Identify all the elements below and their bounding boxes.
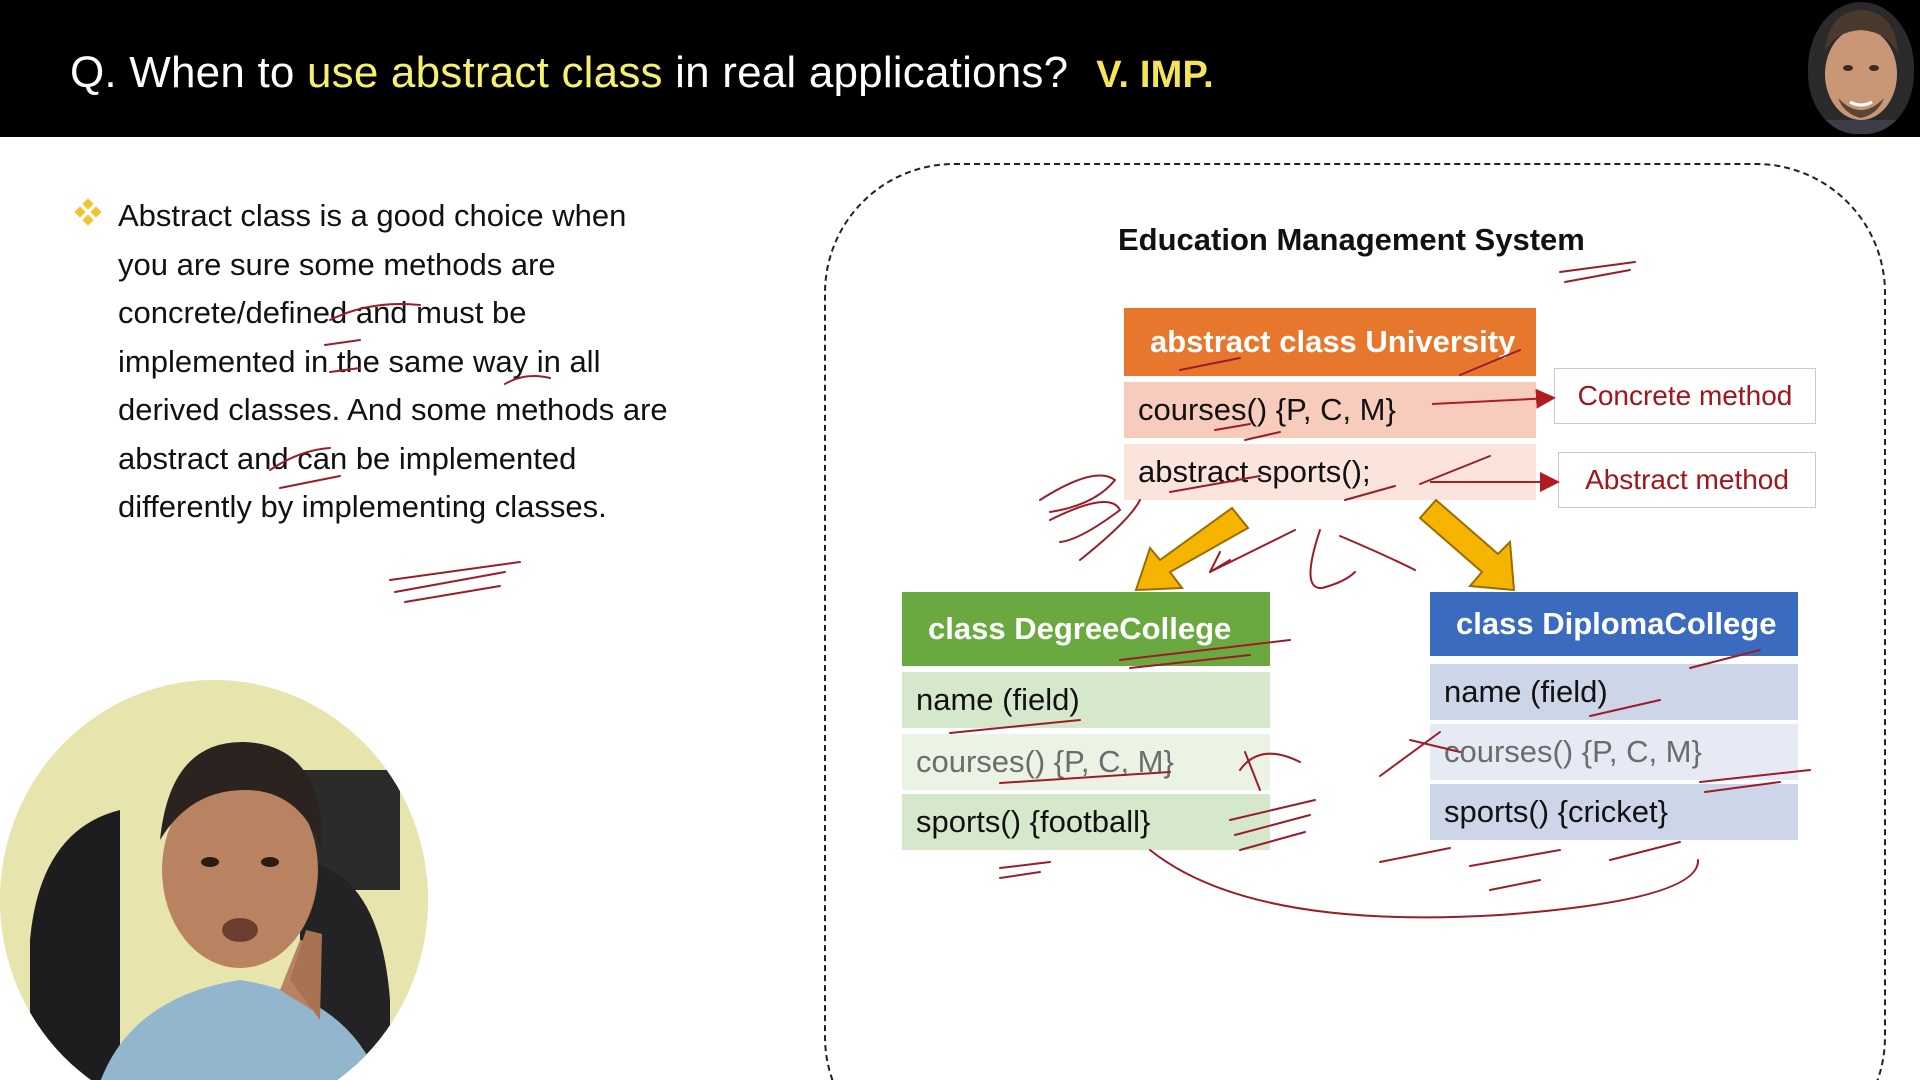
university-class-header: abstract class University <box>1124 308 1536 376</box>
diploma-college-name-field: name (field) <box>1430 664 1798 720</box>
degree-college-sports-method: sports() {football} <box>902 794 1270 850</box>
diploma-college-sports-method: sports() {cricket} <box>1430 784 1798 840</box>
concrete-method-label: Concrete method <box>1554 368 1816 424</box>
slide-title: Q. When to use abstract class in real ap… <box>70 48 1214 98</box>
degree-college-courses-method: courses() {P, C, M} <box>902 734 1270 790</box>
university-sports-method: abstract sports(); <box>1124 444 1536 500</box>
abstract-method-label: Abstract method <box>1558 452 1816 508</box>
degree-college-name-field: name (field) <box>902 672 1270 728</box>
presenter-webcam <box>0 680 428 1080</box>
degree-college-class-header: class DegreeCollege <box>902 592 1270 666</box>
diamond-cluster-icon <box>74 198 102 226</box>
diploma-college-courses-method: courses() {P, C, M} <box>1430 724 1798 780</box>
diagram-title: Education Management System <box>1118 222 1585 257</box>
bullet-text: Abstract class is a good choice when you… <box>118 198 668 524</box>
diploma-college-class-header: class DiplomaCollege <box>1430 592 1798 656</box>
presenter-thumbnail <box>1808 2 1914 134</box>
title-prefix: Q. When to <box>70 48 307 97</box>
title-suffix: in real applications? <box>662 48 1069 97</box>
title-bar: Q. When to use abstract class in real ap… <box>0 0 1920 137</box>
importance-badge: V. IMP. <box>1096 54 1214 96</box>
university-courses-method: courses() {P, C, M} <box>1124 382 1536 438</box>
title-highlight: use abstract class <box>306 48 663 97</box>
